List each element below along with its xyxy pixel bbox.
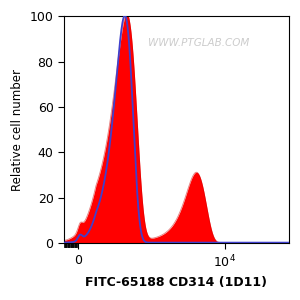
X-axis label: FITC-65188 CD314 (1D11): FITC-65188 CD314 (1D11) xyxy=(85,276,267,289)
Text: WWW.PTGLAB.COM: WWW.PTGLAB.COM xyxy=(148,38,250,48)
Y-axis label: Relative cell number: Relative cell number xyxy=(11,69,24,191)
